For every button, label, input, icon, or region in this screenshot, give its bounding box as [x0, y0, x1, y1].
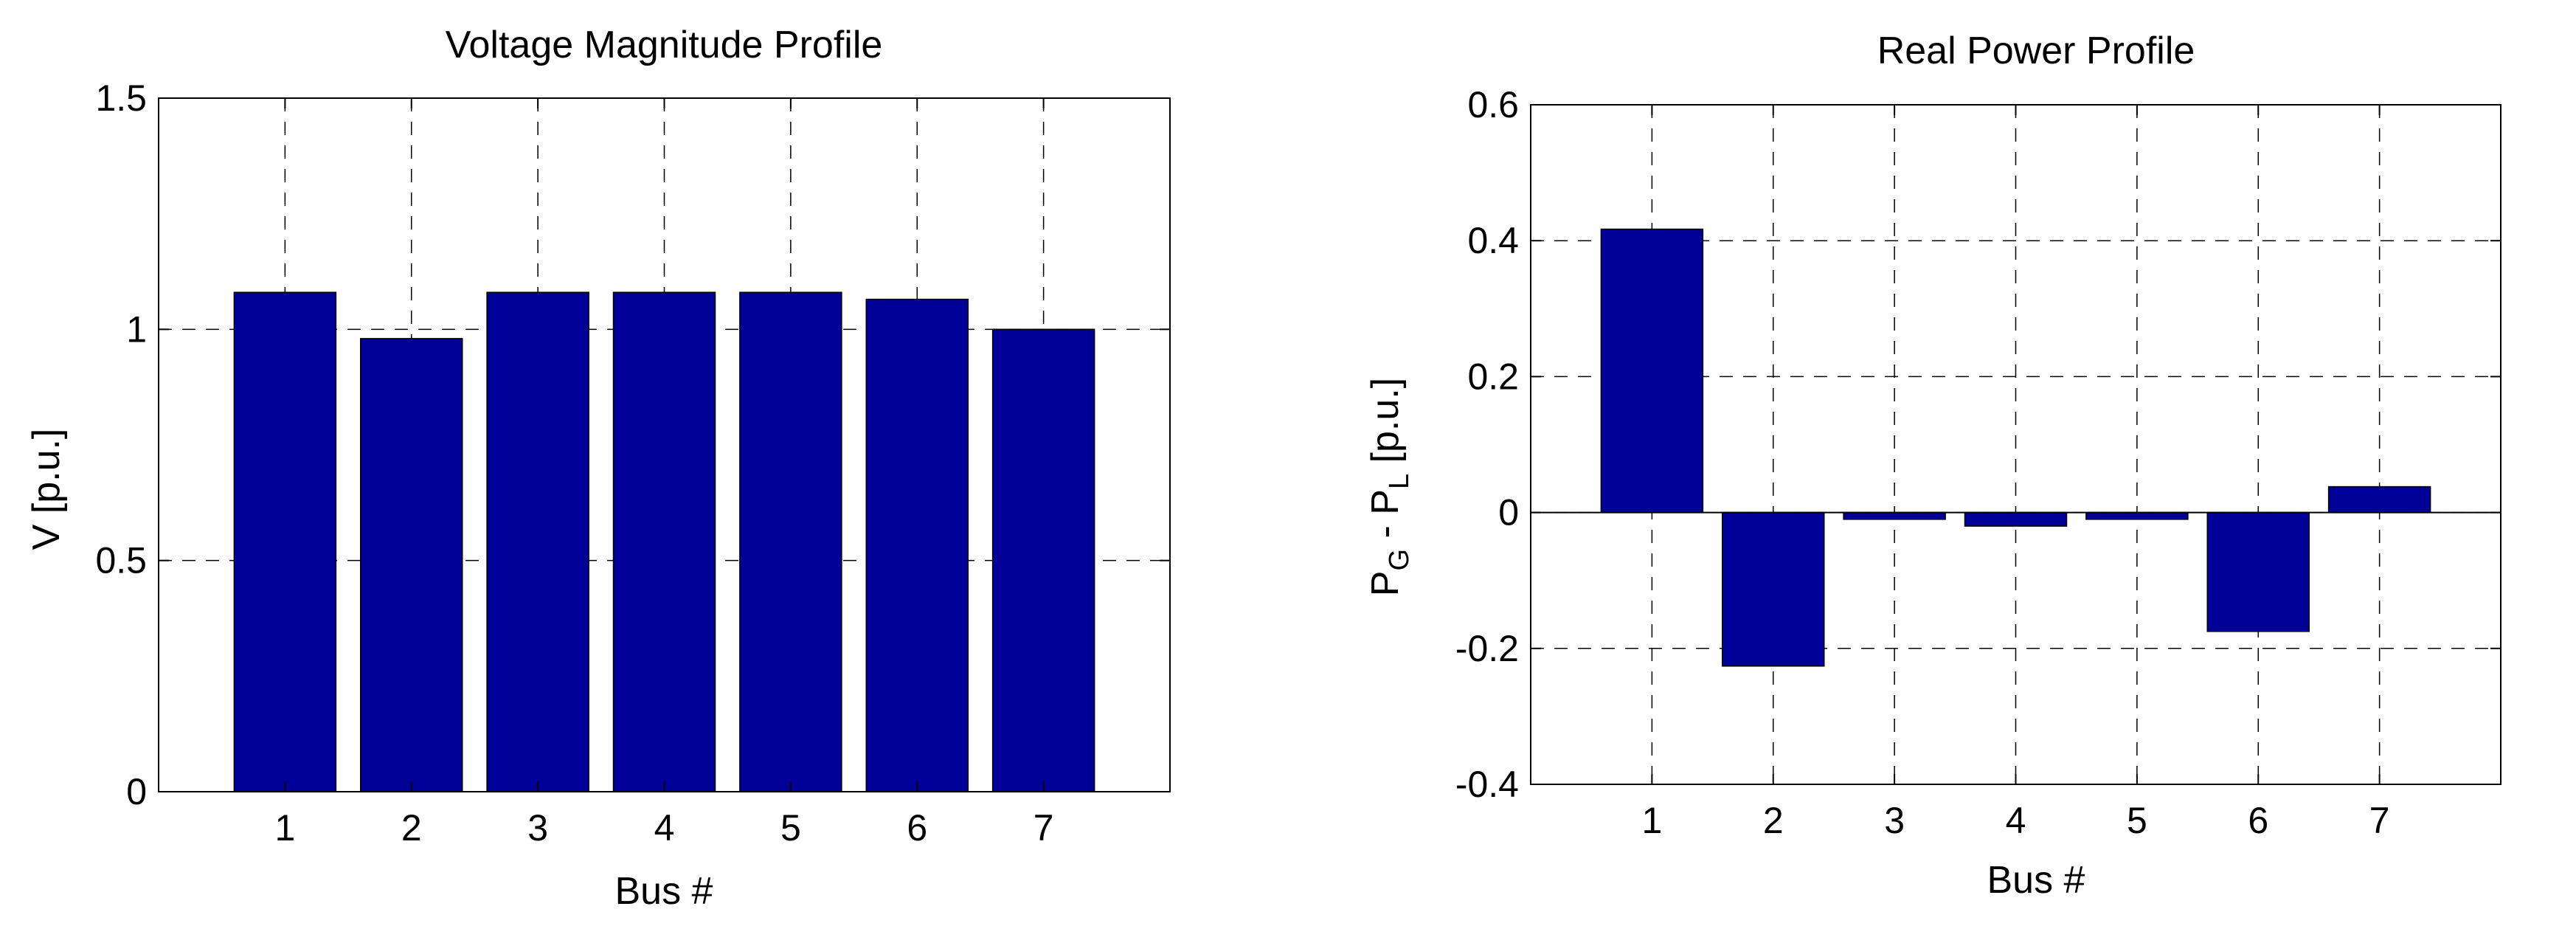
x-tick-label: 5 — [2127, 800, 2147, 841]
x-tick-label: 6 — [2248, 800, 2268, 841]
real-power-x-label: Bus # — [1987, 859, 2085, 902]
bar-bus-6 — [2206, 511, 2310, 632]
x-tick-label: 4 — [2006, 800, 2026, 841]
x-tick-label: 7 — [2369, 800, 2390, 841]
bar-bus-6 — [865, 298, 969, 792]
voltage-x-label: Bus # — [615, 870, 713, 913]
voltage-chart-title: Voltage Magnitude Profile — [446, 24, 883, 66]
bar-bus-7 — [991, 328, 1095, 792]
x-tick-label: 3 — [1884, 800, 1905, 841]
voltage-y-label: V [p.u.] — [25, 429, 68, 550]
x-tick-label: 2 — [401, 807, 422, 849]
x-tick-label: 4 — [654, 807, 675, 849]
x-tick-label: 2 — [1763, 800, 1784, 841]
y-tick-label: 1 — [126, 308, 147, 350]
x-tick-label: 5 — [780, 807, 801, 849]
y-tick-label: 0.2 — [1467, 356, 1519, 397]
x-tick-label: 6 — [907, 807, 927, 849]
y-tick-label: 0 — [1498, 492, 1519, 533]
bar-bus-3 — [486, 291, 589, 792]
x-tick-label: 1 — [274, 807, 295, 849]
real-power-y-ticks: -0.4 -0.2 0 0.2 0.4 0.6 — [1455, 84, 2501, 805]
y-tick-label: 0.6 — [1467, 84, 1519, 125]
x-tick-label: 3 — [527, 807, 548, 849]
real-power-x-ticks: 1 2 3 4 5 6 7 — [1641, 105, 2390, 841]
bar-bus-5 — [2085, 511, 2189, 520]
y-tick-label: 1.5 — [95, 77, 147, 119]
voltage-x-ticks: 1 2 3 4 5 6 7 — [274, 98, 1054, 849]
bar-bus-3 — [1843, 511, 1946, 520]
bar-bus-4 — [612, 291, 716, 792]
y-tick-label: 0 — [126, 771, 147, 812]
bar-bus-5 — [739, 291, 842, 792]
y-tick-label: 0.5 — [95, 540, 147, 581]
y-tick-label: -0.2 — [1455, 628, 1519, 669]
x-tick-label: 1 — [1641, 800, 1662, 841]
bar-bus-2 — [1722, 511, 1825, 667]
x-tick-label: 7 — [1033, 807, 1054, 849]
bar-bus-4 — [1964, 511, 2068, 527]
voltage-bars — [233, 291, 1095, 792]
real-power-chart: Real Power Profile 1 2 3 4 5 6 7 -0.4 -0.2 0 0.2 0… — [1364, 30, 2501, 902]
bar-bus-7 — [2327, 486, 2431, 514]
bar-bus-2 — [360, 338, 463, 792]
real-power-chart-title: Real Power Profile — [1877, 30, 2195, 72]
y-tick-label: 0.4 — [1467, 220, 1519, 261]
real-power-y-label: PG - PL [p.u.] — [1364, 378, 1415, 596]
bar-bus-1 — [233, 291, 337, 792]
voltage-y-ticks: 0 0.5 1 1.5 — [95, 77, 1170, 812]
bar-bus-1 — [1600, 228, 1704, 514]
y-tick-label: -0.4 — [1455, 764, 1519, 805]
